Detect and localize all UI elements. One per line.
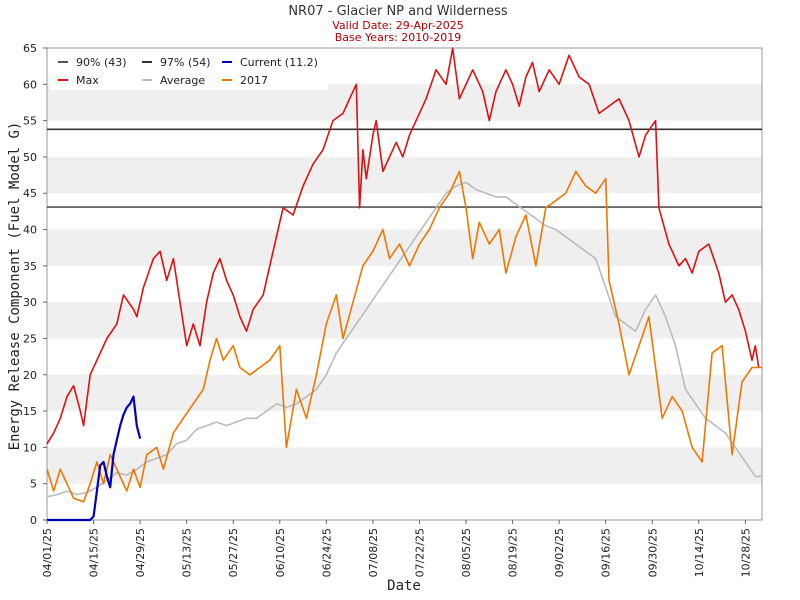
grid-band xyxy=(47,447,762,484)
series-lines xyxy=(46,47,762,522)
x-tick-label: 10/14/25 xyxy=(693,528,706,577)
legend-box xyxy=(50,50,328,90)
grid-band xyxy=(47,84,762,121)
legend-label: 97% (54) xyxy=(160,56,211,69)
series-line-2017 xyxy=(46,170,762,503)
y-tick-label: 40 xyxy=(23,224,37,237)
x-tick-label: 10/28/25 xyxy=(739,528,752,577)
y-tick-label: 0 xyxy=(30,514,37,527)
grid-band xyxy=(47,374,762,412)
plot-frame xyxy=(46,47,763,521)
legend-label: Max xyxy=(76,74,99,87)
x-axis: 04/01/25 04/15/25 04/29/25 05/13/25 05/27/25… xyxy=(41,520,752,577)
x-tick-label: 09/02/25 xyxy=(553,528,566,577)
y-tick-label: 55 xyxy=(23,115,37,128)
y-axis-label: Energy Release Component (Fuel Model G) xyxy=(7,122,23,451)
series-line-max xyxy=(46,47,760,445)
x-tick-label: 08/19/25 xyxy=(507,528,520,577)
x-tick-label: 04/15/25 xyxy=(88,528,101,577)
x-tick-label: 07/22/25 xyxy=(413,528,426,577)
legend-label: Current (11.2) xyxy=(240,56,318,69)
chart-title: NR07 - Glacier NP and Wilderness xyxy=(288,4,508,19)
legend-label: Average xyxy=(160,74,205,87)
grid-band xyxy=(47,302,762,339)
y-tick-label: 65 xyxy=(23,42,37,55)
legend: 90% (43) 97% (54) Current (11.2) Max Average… xyxy=(58,56,318,87)
x-tick-label: 06/24/25 xyxy=(320,528,333,577)
grid-band xyxy=(47,156,762,194)
y-tick-label: 60 xyxy=(23,78,37,91)
x-tick-label: 06/10/25 xyxy=(274,528,287,577)
y-tick-label: 35 xyxy=(23,260,37,273)
chart-subtitle-base-years: Base Years: 2010-2019 xyxy=(335,31,461,44)
y-axis: 0 5 10 15 20 25 30 35 40 45 50 55 60 65 xyxy=(23,42,47,527)
legend-label: 90% (43) xyxy=(76,56,127,69)
x-tick-label: 04/29/25 xyxy=(134,528,147,577)
x-tick-label: 08/05/25 xyxy=(460,528,473,577)
y-tick-label: 25 xyxy=(23,332,37,345)
x-tick-label: 05/13/25 xyxy=(181,528,194,577)
x-tick-label: 04/01/25 xyxy=(41,528,54,577)
y-tick-label: 20 xyxy=(23,369,37,382)
grid-bands xyxy=(47,84,762,484)
legend-label: 2017 xyxy=(240,74,268,87)
y-tick-label: 50 xyxy=(23,151,37,164)
reference-lines xyxy=(47,128,762,208)
grid-band xyxy=(47,229,762,266)
x-tick-label: 05/27/25 xyxy=(227,528,240,577)
x-tick-label: 09/30/25 xyxy=(646,528,659,577)
x-tick-label: 07/08/25 xyxy=(367,528,380,577)
x-tick-label: 09/16/25 xyxy=(600,528,613,577)
y-tick-label: 15 xyxy=(23,405,37,418)
y-tick-label: 45 xyxy=(23,187,37,200)
chart-subtitle-valid-date: Valid Date: 29-Apr-2025 xyxy=(332,19,464,32)
y-tick-label: 10 xyxy=(23,441,37,454)
series-line-current xyxy=(47,395,142,522)
y-tick-label: 5 xyxy=(30,478,37,491)
x-axis-label: Date xyxy=(387,578,421,594)
y-tick-label: 30 xyxy=(23,296,37,309)
